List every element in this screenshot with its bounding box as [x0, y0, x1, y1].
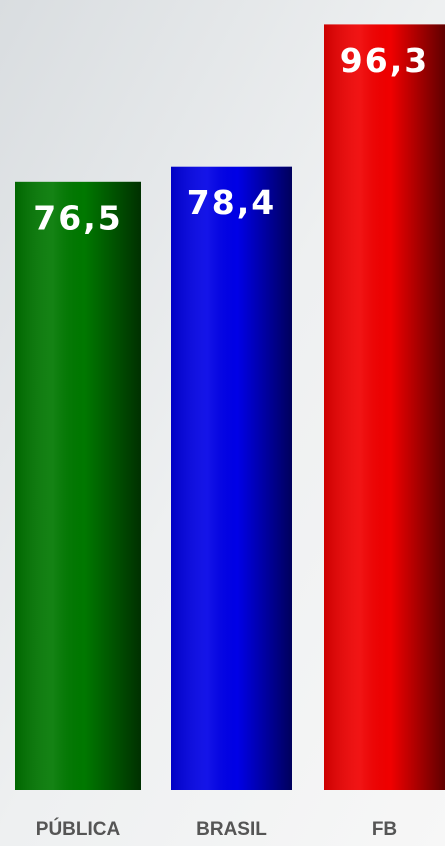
- value-label: 78,4: [187, 183, 276, 222]
- value-label: 96,3: [340, 41, 429, 80]
- value-label: 76,5: [33, 198, 122, 237]
- x-tick-label: FB: [372, 819, 397, 840]
- x-tick-label: PÚBLICA: [36, 818, 121, 840]
- bar-shade: [15, 181, 141, 790]
- x-tick-label: BRASIL: [196, 819, 267, 840]
- bar-shade: [324, 24, 445, 791]
- bar-shade: [171, 166, 292, 791]
